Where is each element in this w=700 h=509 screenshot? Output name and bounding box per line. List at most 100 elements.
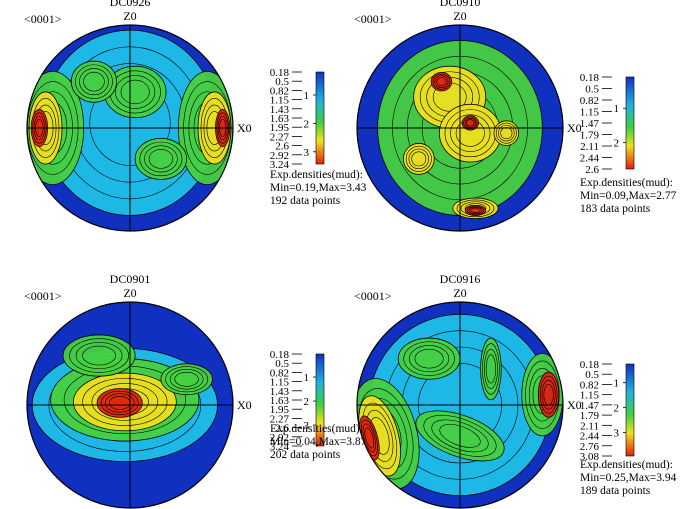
contour-line [75, 342, 123, 370]
contour-level-label: 1.63 [270, 113, 290, 125]
contour-level-label: 0.5 [585, 369, 599, 381]
colorbar-tick-label: 3 [304, 420, 310, 432]
pole-figure-panel: DC0901Z0X0<0001>0.180.50.821.151.431.631… [24, 272, 367, 509]
contour-level-label: 0.5 [585, 84, 599, 96]
density-field [27, 25, 233, 231]
data-points-count: 189 data points [580, 485, 651, 497]
panel-title: DC0910 [440, 0, 481, 9]
contour-line [82, 377, 168, 426]
projection-label: <0001> [354, 289, 392, 303]
contour-level-label: 0.82 [270, 85, 289, 97]
density-contour [70, 60, 118, 103]
contour-level-label: 2.44 [580, 431, 600, 443]
density-contour [464, 204, 487, 216]
density-label: Exp.densities(mud): [580, 177, 673, 189]
contour-line [468, 206, 483, 214]
contour-level-label: 1.63 [270, 395, 290, 407]
contour-line [456, 199, 495, 218]
contour-line [165, 366, 209, 393]
contour-line [139, 141, 183, 177]
contour-line [539, 375, 558, 414]
contour-line [362, 423, 376, 453]
contour-level-label: 1.43 [270, 104, 290, 116]
contour-line [148, 149, 174, 169]
colorbar-tick-label: 1 [304, 90, 310, 102]
projection-label: <0001> [24, 289, 62, 303]
contour-level-label: 2.27 [270, 131, 290, 143]
density-contour [96, 388, 143, 418]
contour-line [104, 393, 135, 413]
contour-line [120, 79, 150, 105]
axis-label-right: X0 [567, 398, 582, 412]
panel-title: DC0926 [110, 0, 151, 9]
colorbar-tick-label: 2 [614, 138, 620, 150]
contour-level-label: 2.6 [585, 164, 599, 176]
axis-label-top: Z0 [123, 286, 136, 300]
contour-line [464, 117, 476, 128]
contour-line [466, 205, 485, 215]
contour-line [83, 71, 105, 92]
axis-label-right: X0 [567, 121, 582, 135]
contour-line [411, 151, 427, 167]
contour-level-label: 1.15 [580, 390, 600, 402]
contour-line [466, 119, 475, 127]
colorbar-tick-label: 2 [304, 396, 310, 408]
contour-level-label: 0.82 [270, 367, 289, 379]
contour-level-label: 2.27 [270, 413, 290, 425]
contour-line [414, 348, 444, 369]
contour-line [403, 341, 455, 376]
contour-level-label: 2.6 [275, 141, 289, 153]
contour-level-label: 2.44 [580, 153, 600, 165]
contour-level-label: 0.82 [580, 95, 599, 107]
density-contour [537, 371, 560, 418]
contour-level-label: 1.95 [270, 122, 290, 134]
colorbar-tick-label: 1 [304, 372, 310, 384]
contour-line [408, 148, 429, 170]
contour-line [69, 338, 129, 373]
contour-line [436, 77, 447, 87]
data-points-count: 192 data points [270, 195, 341, 207]
colorbar [625, 76, 635, 170]
axis-label-top: Z0 [453, 9, 466, 23]
contour-line [495, 122, 517, 144]
panel-title: DC0916 [440, 272, 481, 286]
pole-figure-panel: DC0926Z0X0<0001>0.180.50.821.151.431.631… [24, 0, 367, 232]
density-min-max: Min=0.09,Max=2.77 [580, 190, 677, 202]
pole-figure-panel: DC0910Z0X0<0001>0.180.50.821.151.471.792… [354, 0, 677, 232]
contour-line [423, 415, 497, 457]
density-contour [430, 71, 453, 92]
contour-line [100, 390, 139, 416]
contour-line [79, 68, 109, 96]
colorbar-tick-label: 2 [614, 403, 620, 415]
colorbar [625, 363, 635, 457]
colorbar-tick-label: 1 [614, 378, 620, 390]
contour-line [431, 419, 489, 453]
axis-label-right: X0 [237, 121, 252, 135]
density-label: Exp.densities(mud): [580, 459, 673, 471]
density-contour [461, 115, 479, 131]
contour-level-label: 2.11 [580, 420, 599, 432]
colorbar [315, 71, 325, 165]
colorbar-tick-label: 3 [304, 147, 310, 159]
colorbar-tick-label: 2 [304, 118, 310, 130]
contour-line [485, 354, 496, 384]
contour-line [541, 379, 556, 410]
contour-level-label: 1.79 [580, 130, 600, 142]
axis-label-top: Z0 [123, 9, 136, 23]
contour-line [405, 145, 432, 172]
contour-line [364, 427, 375, 449]
contour-level-label: 3.24 [270, 159, 290, 171]
contour-line [432, 73, 451, 90]
contour-level-label: 0.5 [275, 76, 289, 88]
contour-line [82, 345, 116, 366]
contour-level-label: 2.92 [270, 432, 289, 444]
density-min-max: Min=0.19,Max=3.43 [270, 182, 367, 194]
pole-figure-panel: DC0916Z0X0<0001>0.180.50.821.151.471.792… [354, 272, 677, 509]
colorbar-tick-label: 3 [614, 428, 620, 440]
contour-level-label: 1.15 [270, 95, 290, 107]
contour-line [482, 343, 500, 395]
contour-line [169, 369, 204, 390]
contour-level-label: 1.47 [580, 118, 600, 130]
contour-level-label: 1.79 [580, 410, 600, 422]
data-points-count: 183 data points [580, 203, 651, 215]
